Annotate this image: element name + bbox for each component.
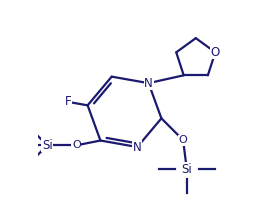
- Text: Si: Si: [42, 139, 53, 152]
- Text: O: O: [211, 46, 220, 59]
- Text: Si: Si: [181, 163, 192, 175]
- Text: N: N: [144, 77, 153, 90]
- Text: F: F: [65, 95, 72, 108]
- Text: O: O: [179, 135, 187, 145]
- Text: N: N: [133, 141, 142, 153]
- Text: O: O: [72, 140, 81, 150]
